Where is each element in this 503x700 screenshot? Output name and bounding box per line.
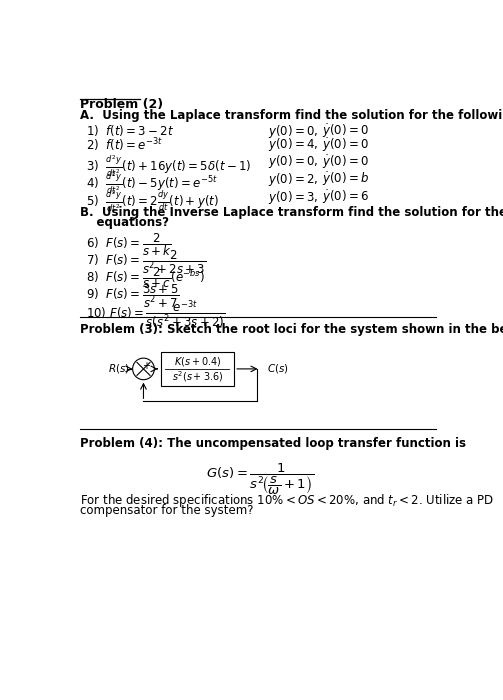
Text: $y(0) = 0,$: $y(0) = 0,$ [268, 122, 319, 139]
Text: B.  Using the Inverse Laplace transform find the solution for the following: B. Using the Inverse Laplace transform f… [80, 206, 503, 218]
Text: equations?: equations? [80, 216, 169, 229]
Text: $y(0) = 0,$: $y(0) = 0,$ [268, 153, 319, 170]
Text: 1)  $f(t) = 3 - 2t$: 1) $f(t) = 3 - 2t$ [86, 122, 175, 137]
Text: $y(0) = 4,$: $y(0) = 4,$ [268, 136, 319, 153]
Text: compensator for the system?: compensator for the system? [80, 504, 254, 517]
Text: $\dot{y}(0) = 6$: $\dot{y}(0) = 6$ [322, 189, 370, 206]
Text: Problem (2): Problem (2) [80, 98, 163, 111]
Text: 6)  $F(s) = \dfrac{2}{s+k}$: 6) $F(s) = \dfrac{2}{s+k}$ [86, 231, 172, 258]
Text: $\dot{y}(0) = b$: $\dot{y}(0) = b$ [322, 171, 370, 188]
Text: $y(0) = 2,$: $y(0) = 2,$ [268, 171, 319, 188]
Text: $\dot{y}(0) = 0$: $\dot{y}(0) = 0$ [322, 153, 369, 171]
Text: Problem (3): Sketch the root loci for the system shown in the below Figure?: Problem (3): Sketch the root loci for th… [80, 323, 503, 337]
Circle shape [133, 358, 154, 379]
Text: $\dot{y}(0) = 0$: $\dot{y}(0) = 0$ [322, 122, 369, 140]
Text: 5)  $\frac{d^2y}{dt^2}(t) = 2\frac{dy}{dt}(t) + y(t)$: 5) $\frac{d^2y}{dt^2}(t) = 2\frac{dy}{dt… [86, 189, 219, 214]
Text: 8)  $F(s) = \dfrac{2}{s+c}(e^{-bs})$: 8) $F(s) = \dfrac{2}{s+c}(e^{-bs})$ [86, 265, 205, 290]
Text: $y(0) = 3,$: $y(0) = 3,$ [268, 189, 319, 206]
Text: 7)  $F(s) = \dfrac{2}{s^2+2s+3}$: 7) $F(s) = \dfrac{2}{s^2+2s+3}$ [86, 248, 206, 276]
Text: For the desired specifications $10\% < OS < 20\%$, and $t_r < 2$. Utilize a PD: For the desired specifications $10\% < O… [80, 492, 494, 509]
Text: +: + [142, 361, 150, 371]
Text: $G(s) = \dfrac{1}{s^2\!\left(\dfrac{s}{\omega}+1\right)}$: $G(s) = \dfrac{1}{s^2\!\left(\dfrac{s}{\… [206, 461, 314, 496]
Text: $R(s)$: $R(s)$ [108, 363, 130, 375]
Text: 2)  $f(t) = e^{-3t}$: 2) $f(t) = e^{-3t}$ [86, 136, 163, 154]
Text: $\dot{y}(0) = 0$: $\dot{y}(0) = 0$ [322, 136, 369, 154]
Text: Problem (4): The uncompensated loop transfer function is: Problem (4): The uncompensated loop tran… [80, 437, 466, 449]
Bar [160, 352, 234, 386]
Text: 4)  $\frac{d^2y}{dt^2}(t) - 5y(t) = e^{-5t}$: 4) $\frac{d^2y}{dt^2}(t) - 5y(t) = e^{-5… [86, 171, 218, 197]
Text: 3)  $\frac{d^2y}{dt^2}(t) + 16y(t) = 5\delta(t - 1)$: 3) $\frac{d^2y}{dt^2}(t) + 16y(t) = 5\de… [86, 153, 251, 178]
Text: 10) $F(s) = \dfrac{e^{-3t}}{s(s^2+3s+2)}$: 10) $F(s) = \dfrac{e^{-3t}}{s(s^2+3s+2)}… [86, 299, 225, 331]
Text: $C(s)$: $C(s)$ [267, 363, 289, 375]
Text: $K(s + 0.4)$: $K(s + 0.4)$ [174, 356, 221, 368]
Text: A.  Using the Laplace transform find the solution for the following equations?: A. Using the Laplace transform find the … [80, 109, 503, 122]
Text: 9)  $F(s) = \dfrac{3s+5}{s^2+7}$: 9) $F(s) = \dfrac{3s+5}{s^2+7}$ [86, 282, 180, 310]
Text: $s^2(s + 3.6)$: $s^2(s + 3.6)$ [172, 369, 223, 384]
